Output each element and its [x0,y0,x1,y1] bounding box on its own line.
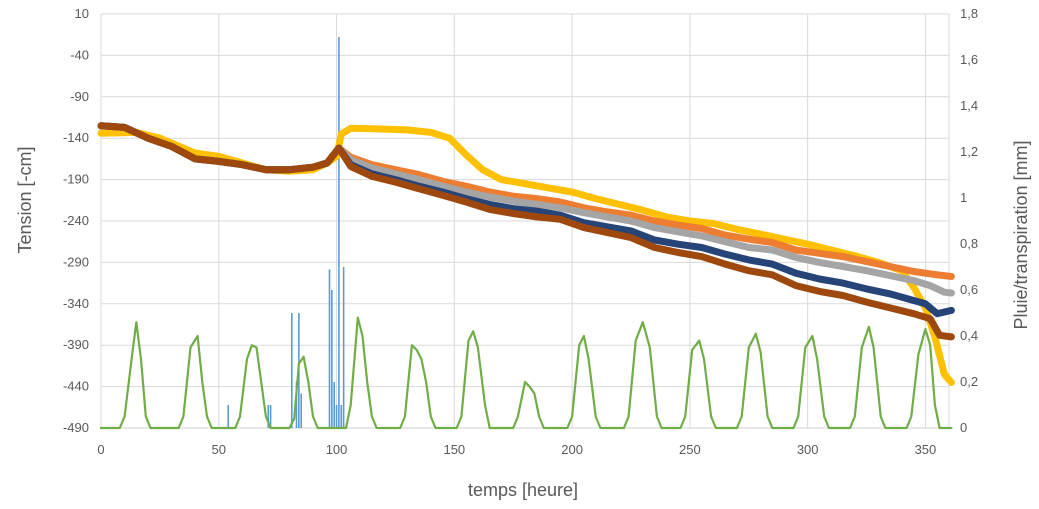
y2-tick-label: 1,6 [960,52,978,67]
x-tick-label: 150 [443,442,465,457]
x-tick-label: 250 [679,442,701,457]
y2-tick-label: 0,6 [960,282,978,297]
x-axis-title: temps [heure] [468,480,578,500]
rain-bars [227,37,345,428]
y2-tick-label: 0,4 [960,328,978,343]
grid-layer [100,13,950,429]
x-tick-label: 50 [212,442,226,457]
y2-tick-label: 1,4 [960,98,978,113]
x-tick-label: 0 [97,442,104,457]
x-tick-label: 300 [797,442,819,457]
y-tick-label: 10 [75,6,89,21]
tension-series-line-4 [97,122,955,318]
x-tick-label: 100 [326,442,348,457]
y-tick-label: -40 [70,47,89,62]
y-tick-label: -490 [63,420,89,435]
series-layer [97,122,955,430]
x-tick-label: 200 [561,442,583,457]
y2-tick-label: 1,8 [960,6,978,21]
tick-labels: 10-40-90-140-190-240-290-340-390-440-490… [63,6,978,457]
y2-tick-label: 1,2 [960,144,978,159]
y2-axis-title: Pluie/transpiration [mm] [1011,140,1031,329]
y-tick-label: -190 [63,172,89,187]
y2-tick-label: 0,8 [960,236,978,251]
y-tick-label: -390 [63,337,89,352]
tension-series-line-5 [97,122,955,341]
y-tick-label: -290 [63,254,89,269]
y-tick-label: -90 [70,89,89,104]
x-tick-label: 350 [915,442,937,457]
y-tick-label: -440 [63,379,89,394]
y-tick-label: -240 [63,213,89,228]
y2-tick-label: 0,2 [960,374,978,389]
y-tick-label: -140 [63,130,89,145]
y-axis-title: Tension [-cm] [15,146,35,253]
transpiration-line [99,316,953,430]
y2-tick-label: 0 [960,420,967,435]
y2-tick-label: 1 [960,190,967,205]
y-tick-label: -340 [63,296,89,311]
